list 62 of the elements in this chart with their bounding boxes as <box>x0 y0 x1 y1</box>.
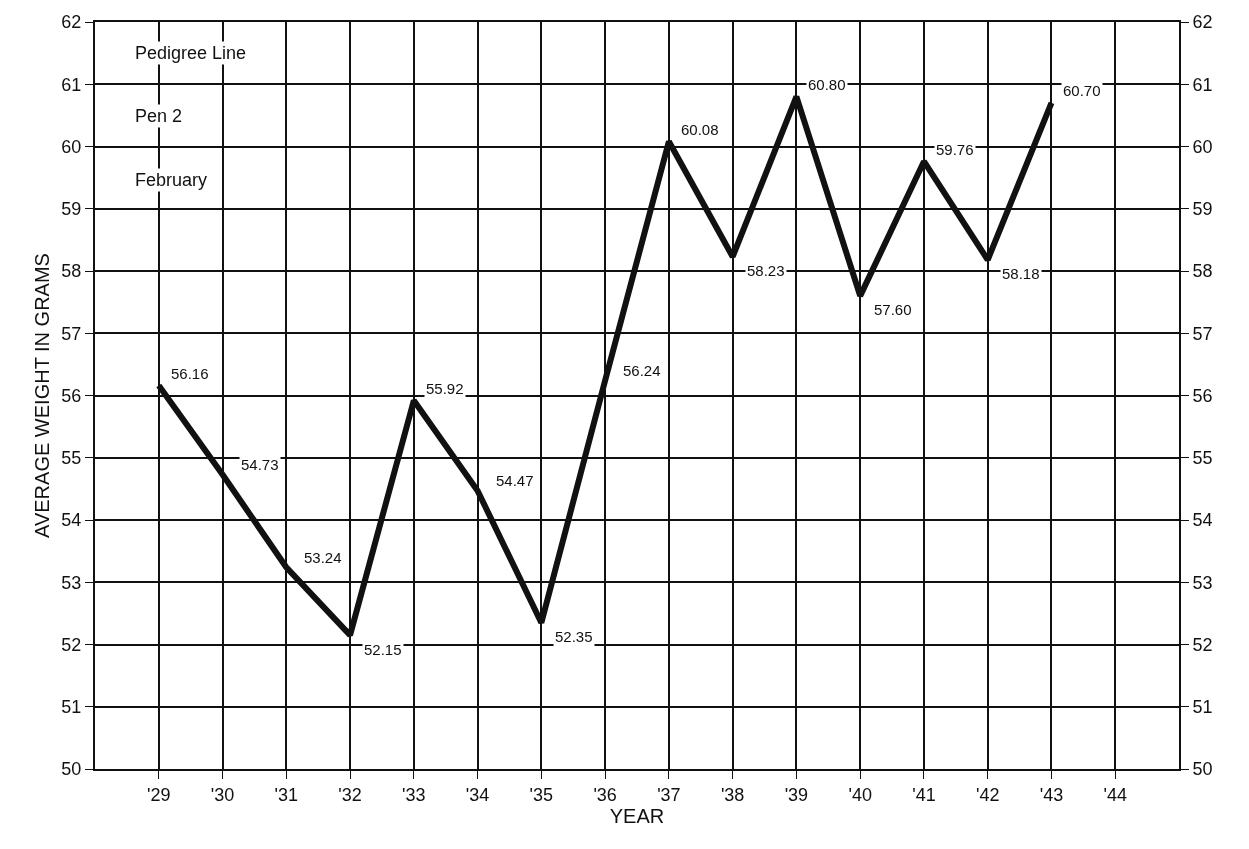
data-label: 52.15 <box>364 641 402 658</box>
data-label: 58.18 <box>1002 265 1040 282</box>
y-tick-label: 51 <box>61 697 82 718</box>
x-tick-label: '33 <box>402 784 426 805</box>
annotation: February <box>135 170 208 190</box>
x-tick-label: '32 <box>338 784 362 805</box>
x-tick-label: '43 <box>1039 784 1064 805</box>
y2-tick-label: 56 <box>1192 385 1213 406</box>
y2-tick-label: 50 <box>1192 759 1213 780</box>
y2-tick-label: 57 <box>1192 323 1213 344</box>
x-tick-label: '34 <box>465 784 490 805</box>
y-tick-label: 61 <box>61 74 82 95</box>
annotation: Pedigree Line <box>135 43 247 63</box>
y-tick-label: 60 <box>61 136 82 157</box>
x-tick-label: '31 <box>274 784 299 805</box>
y-tick-label: 53 <box>61 572 82 593</box>
data-label: 56.24 <box>623 362 661 379</box>
data-label: 60.80 <box>808 76 846 93</box>
x-tick-label: '41 <box>912 784 936 805</box>
y-tick-label: 62 <box>61 12 82 33</box>
data-label: 54.47 <box>496 472 534 489</box>
x-tick-label: '40 <box>848 784 872 805</box>
x-tick-label: '44 <box>1103 784 1127 805</box>
x-tick-label: '42 <box>975 784 1000 805</box>
y2-tick-label: 52 <box>1192 634 1213 655</box>
y2-tick-label: 62 <box>1192 12 1213 33</box>
y2-tick-label: 59 <box>1192 199 1213 220</box>
y-tick-label: 50 <box>61 759 82 780</box>
y-tick-label: 57 <box>61 323 82 344</box>
data-label: 59.76 <box>936 141 974 158</box>
y2-tick-label: 60 <box>1192 136 1213 157</box>
y-tick-label: 55 <box>61 448 82 469</box>
x-tick-label: '29 <box>147 784 171 805</box>
data-label: 52.35 <box>555 628 593 645</box>
data-label: 53.24 <box>304 549 342 566</box>
x-tick-label: '30 <box>210 784 235 805</box>
y2-tick-label: 54 <box>1192 510 1213 531</box>
x-tick-label: '36 <box>593 784 617 805</box>
x-tick-label: '35 <box>529 784 554 805</box>
data-label: 58.23 <box>747 262 785 279</box>
y2-tick-label: 58 <box>1192 261 1213 282</box>
y2-tick-label: 61 <box>1192 74 1213 95</box>
x-tick-label: '37 <box>657 784 681 805</box>
data-label: 56.16 <box>171 365 209 382</box>
data-label: 60.70 <box>1063 82 1101 99</box>
y-tick-label: 54 <box>61 510 82 531</box>
data-label: 55.92 <box>426 380 464 397</box>
y-axis-title: AVERAGE WEIGHT IN GRAMS <box>31 253 54 538</box>
x-tick-label: '39 <box>784 784 809 805</box>
data-label: 54.73 <box>241 456 279 473</box>
y2-tick-label: 55 <box>1192 448 1213 469</box>
y-tick-label: 52 <box>61 634 82 655</box>
y-tick-label: 59 <box>61 199 82 220</box>
annotation: Pen 2 <box>135 106 183 126</box>
y-tick-label: 58 <box>61 261 82 282</box>
x-axis-title: YEAR <box>609 804 665 827</box>
y2-tick-label: 53 <box>1192 572 1213 593</box>
x-tick-label: '38 <box>720 784 745 805</box>
data-label: 57.60 <box>874 301 912 318</box>
y2-tick-label: 51 <box>1192 697 1213 718</box>
data-label: 60.08 <box>681 121 719 138</box>
y-tick-label: 56 <box>61 385 82 406</box>
